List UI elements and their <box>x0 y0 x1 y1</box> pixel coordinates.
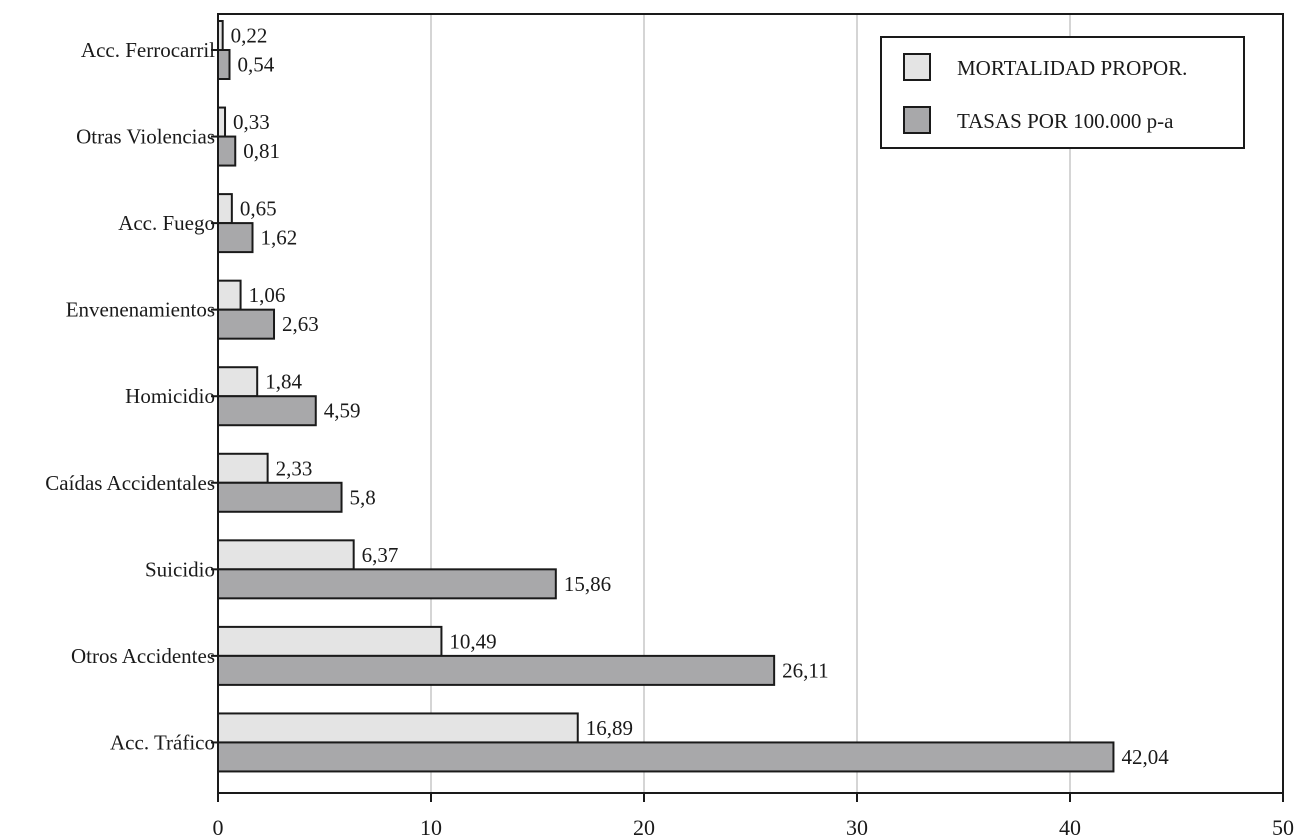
value-label-s1-0: 0,54 <box>238 53 275 77</box>
bar-s0-7 <box>217 625 443 657</box>
value-label-s0-2: 0,65 <box>240 197 277 221</box>
value-label-s1-6: 15,86 <box>564 572 611 596</box>
bar-s1-2 <box>217 222 254 254</box>
axes: Acc. Ferrocarril Otras Violencias Acc. Fue… <box>45 13 1294 840</box>
legend-box <box>880 36 1245 149</box>
value-label-s0-7: 10,49 <box>449 629 496 653</box>
value-label-s1-3: 2,63 <box>282 312 319 336</box>
bar-s1-6 <box>217 568 557 600</box>
x-tick-label-30: 30 <box>846 815 868 840</box>
bar-s1-8 <box>217 741 1115 773</box>
x-tick-label-10: 10 <box>420 815 442 840</box>
value-label-s0-3: 1,06 <box>249 283 286 307</box>
bar-s1-0 <box>217 49 231 80</box>
value-label-s1-5: 5,8 <box>350 485 376 509</box>
value-label-s0-0: 0,22 <box>231 24 268 48</box>
value-label-s0-1: 0,33 <box>233 110 270 134</box>
value-label-s1-8: 42,04 <box>1121 745 1169 769</box>
bar-s1-4 <box>217 395 317 427</box>
x-tick-label-40: 40 <box>1059 815 1081 840</box>
x-tick-label-0: 0 <box>213 815 224 840</box>
legend-label-0: MORTALIDAD PROPOR. <box>957 56 1187 80</box>
category-label-2: Acc. Fuego <box>118 211 215 235</box>
x-tick-label-20: 20 <box>633 815 655 840</box>
bar-s0-6 <box>217 539 355 571</box>
x-tick-label-50: 50 <box>1272 815 1294 840</box>
bar-s1-7 <box>217 654 776 686</box>
value-label-s1-4: 4,59 <box>324 399 361 423</box>
category-label-0: Acc. Ferrocarril <box>81 38 215 62</box>
value-label-s1-7: 26,11 <box>782 658 828 682</box>
legend: MORTALIDAD PROPOR. TASAS POR 100.000 p-a <box>880 36 1245 149</box>
bar-s1-1 <box>217 135 237 167</box>
legend-label-1: TASAS POR 100.000 p-a <box>957 109 1174 133</box>
bar-s0-8 <box>217 712 579 744</box>
bar-s0-1 <box>217 106 227 138</box>
category-label-1: Otras Violencias <box>76 125 215 149</box>
category-label-7: Otros Accidentes <box>71 644 215 668</box>
value-label-s0-5: 2,33 <box>276 456 313 480</box>
value-label-s0-8: 16,89 <box>586 716 633 740</box>
plot-frame <box>217 13 1284 794</box>
bar-s1-3 <box>217 308 276 340</box>
bar-s0-2 <box>217 193 233 225</box>
category-label-8: Acc. Tráfico <box>110 730 215 754</box>
value-label-s1-2: 1,62 <box>261 226 298 250</box>
legend-swatch-0 <box>903 53 931 81</box>
category-label-3: Envenenamientos <box>66 298 215 322</box>
category-label-6: Suicidio <box>145 557 215 581</box>
bar-s0-4 <box>217 366 259 398</box>
category-label-4: Homicidio <box>125 384 215 408</box>
bar-s0-3 <box>217 279 242 311</box>
bar-s0-5 <box>217 452 269 484</box>
value-label-s0-6: 6,37 <box>362 543 399 567</box>
value-label-s0-4: 1,84 <box>265 370 302 394</box>
bar-s1-5 <box>217 481 343 513</box>
value-labels: 0,22 0,54 0,33 0,81 0,65 1,62 1,06 2,63 1,84 4,59… <box>231 24 1170 769</box>
category-label-5: Caídas Accidentales <box>45 471 215 495</box>
legend-swatch-1 <box>903 106 931 134</box>
value-label-s1-1: 0,81 <box>243 139 280 163</box>
